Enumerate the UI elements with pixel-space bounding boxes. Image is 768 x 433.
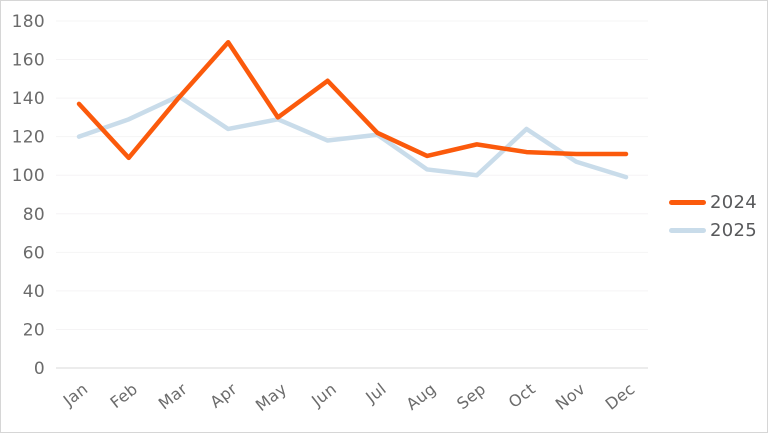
x-tick-label: Mar <box>155 379 191 413</box>
y-tick-label: 100 <box>12 166 45 186</box>
x-tick-label: Feb <box>106 379 141 412</box>
x-tick-label: Aug <box>403 379 440 414</box>
legend-line-swatch-2024-icon <box>669 199 706 205</box>
x-tick-label: Nov <box>552 379 589 414</box>
x-tick-label: Jul <box>361 379 389 407</box>
series-line-2025 <box>76 93 629 180</box>
x-tick-label: Jun <box>307 379 340 411</box>
y-tick-label: 180 <box>12 12 45 32</box>
y-tick-label: 60 <box>23 243 45 263</box>
x-tick-label: Sep <box>453 379 489 413</box>
y-tick-label: 40 <box>23 282 45 302</box>
x-tick-label: May <box>252 379 290 415</box>
x-tick-label: Apr <box>206 379 240 412</box>
x-tick-label: Jan <box>59 379 92 410</box>
legend-line-swatch-2025-icon <box>669 227 706 233</box>
y-tick-label: 80 <box>23 205 45 225</box>
series-line-2024 <box>76 39 629 161</box>
legend-label-2025: 2025 <box>710 219 758 241</box>
chart-legend: 2024 2025 <box>669 188 757 244</box>
legend-item-2024[interactable]: 2024 <box>669 188 757 216</box>
x-tick-label: Oct <box>505 379 539 412</box>
y-tick-label: 120 <box>12 128 45 148</box>
y-tick-label: 0 <box>34 359 45 379</box>
x-tick-label: Dec <box>602 379 639 414</box>
y-tick-label: 160 <box>12 51 45 71</box>
legend-item-2025[interactable]: 2025 <box>669 216 757 244</box>
y-tick-label: 140 <box>12 89 45 109</box>
legend-label-2024: 2024 <box>710 191 758 213</box>
y-tick-label: 20 <box>23 320 45 340</box>
